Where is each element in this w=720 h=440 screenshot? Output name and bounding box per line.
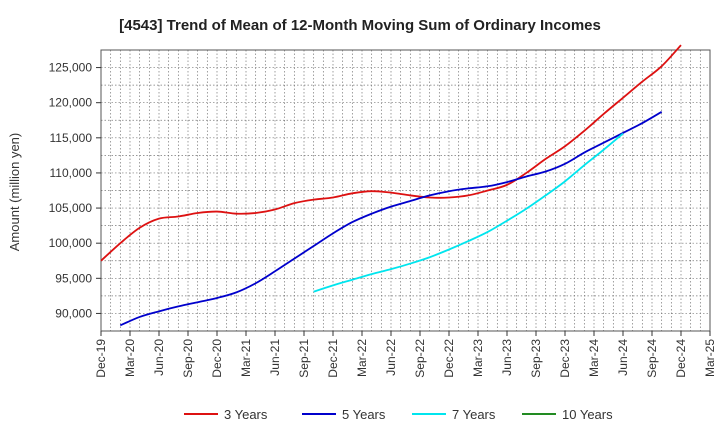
x-tick-label: Sep-24 (645, 339, 659, 378)
legend-label: 3 Years (224, 407, 268, 422)
legend-label: 10 Years (562, 407, 613, 422)
chart-title: [4543] Trend of Mean of 12-Month Moving … (119, 17, 601, 34)
x-tick-label: Jun-20 (152, 339, 166, 376)
series-line-5-years (119, 111, 663, 327)
x-tick-label: Dec-22 (442, 339, 456, 378)
x-tick-label: Mar-25 (703, 339, 717, 377)
x-tick-label: Jun-21 (268, 339, 282, 376)
series-line-3-years (100, 44, 682, 262)
x-tick-label: Dec-21 (326, 339, 340, 378)
y-tick-label: 110,000 (50, 166, 93, 180)
series-lines (100, 44, 682, 327)
grid (101, 50, 710, 331)
x-tick-label: Mar-22 (355, 339, 369, 377)
y-tick-label: 105,000 (49, 201, 93, 215)
x-tick-label: Mar-23 (471, 339, 485, 377)
x-tick-label: Mar-21 (239, 339, 253, 377)
plot-area (100, 49, 711, 332)
x-tick-label: Jun-22 (384, 339, 398, 376)
y-tick-label: 125,000 (49, 61, 93, 75)
x-tick-label: Jun-23 (500, 339, 514, 376)
x-tick-label: Mar-20 (123, 339, 137, 377)
x-tick-label: Dec-23 (558, 339, 572, 378)
legend-label: 7 Years (452, 407, 496, 422)
x-tick-label: Mar-24 (587, 339, 601, 377)
x-tick-label: Sep-20 (181, 339, 195, 378)
y-tick-label: 90,000 (55, 306, 92, 320)
x-tick-label: Dec-24 (674, 339, 688, 378)
x-tick-label: Jun-24 (616, 339, 630, 376)
x-tick-label: Sep-23 (529, 339, 543, 378)
y-axis-ticks: 90,000 95,000 100,000 105,000 110,000 115,000… (49, 61, 101, 320)
x-tick-label: Sep-22 (413, 339, 427, 378)
y-axis-label: Amount (million yen) (7, 133, 22, 252)
series-line-7-years (313, 132, 624, 293)
legend: 3 Years 5 Years 7 Years 10 Years (184, 407, 613, 422)
y-tick-label: 115,000 (50, 131, 93, 145)
x-tick-label: Dec-19 (94, 339, 108, 378)
x-tick-label: Sep-21 (297, 339, 311, 378)
y-tick-label: 120,000 (49, 96, 93, 110)
legend-label: 5 Years (342, 407, 386, 422)
x-tick-label: Dec-20 (210, 339, 224, 378)
x-axis-ticks: Dec-19 Mar-20 Jun-20 Sep-20 Dec-20 Mar-21 Jun-… (94, 331, 717, 378)
y-tick-label: 95,000 (55, 271, 92, 285)
y-tick-label: 100,000 (49, 236, 93, 250)
